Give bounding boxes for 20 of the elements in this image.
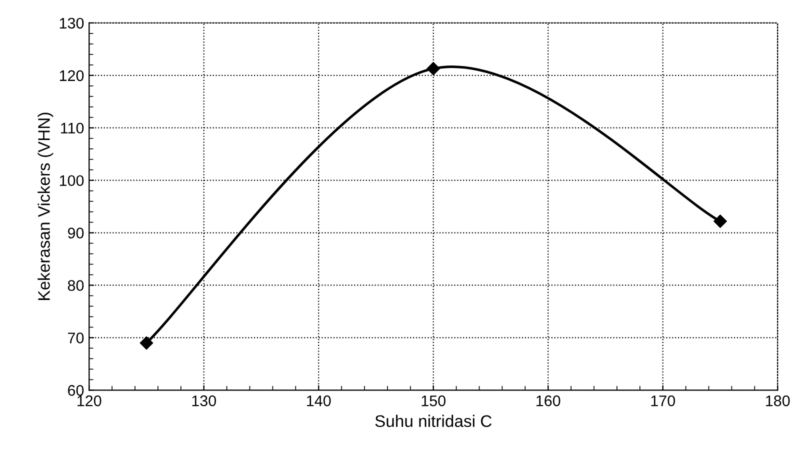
point (426, 62, 440, 76)
x-tick-label: 120 (78, 395, 102, 406)
y-tick-label: 110 (61, 122, 84, 134)
y-tick-label: 60 (68, 385, 84, 396)
y-tick-label: 120 (60, 70, 84, 82)
y-axis-title: Kekerasan Vickers (VHN) (38, 112, 54, 300)
y-tick-label: 70 (68, 332, 84, 344)
point (140, 336, 154, 350)
x-tick-label: 180 (766, 395, 790, 406)
x-tick-label: 160 (536, 395, 560, 406)
x-tick-label: 130 (192, 395, 216, 406)
x-tick-label: 170 (651, 395, 675, 406)
x-tick-label: 150 (422, 395, 446, 406)
x-tick-label: 140 (307, 395, 331, 406)
y-tick-label: 100 (60, 175, 84, 186)
point (714, 214, 727, 228)
y-tick-label: 130 (60, 18, 84, 29)
y-tick-label: 80 (68, 280, 84, 291)
y-tick-label: 90 (68, 228, 84, 238)
x-axis-title: Suhu nitridasi C (375, 414, 492, 428)
